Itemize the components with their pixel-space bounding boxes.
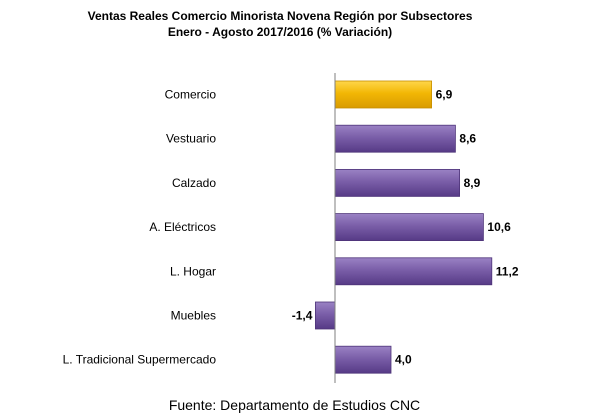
bar-calzado [334, 168, 460, 197]
data-label-calzado: 8,9 [464, 176, 481, 190]
source-note: Fuente: Departamento de Estudios CNC [168, 397, 421, 413]
data-label-muebles: -1,4 [292, 309, 313, 323]
category-label-l-hogar: L. Hogar [170, 264, 216, 278]
category-label-muebles: Muebles [171, 309, 216, 323]
data-label-l-tradicional-supermercado: 4,0 [395, 353, 412, 367]
bar-comercio [334, 80, 432, 109]
bars-layer: Comercio 6,9 Vestuario 8,6 Calzado 8,9 A. Eléc… [63, 80, 519, 374]
chart-subtitle: Enero - Agosto 2017/2016 (% Variación) [167, 25, 393, 39]
bar-l-hogar [334, 257, 493, 286]
category-label-comercio: Comercio [165, 88, 217, 102]
category-label-a-electricos: A. Eléctricos [149, 220, 216, 234]
category-label-l-tradicional-supermercado: L. Tradicional Supermercado [63, 353, 217, 367]
data-label-vestuario: 8,6 [459, 132, 476, 146]
chart-title: Ventas Reales Comercio Minorista Novena … [87, 9, 473, 23]
bar-a-electricos [334, 213, 484, 242]
category-label-vestuario: Vestuario [166, 132, 216, 146]
bar-muebles [314, 301, 336, 330]
data-label-comercio: 6,9 [436, 88, 453, 102]
data-label-a-electricos: 10,6 [487, 220, 511, 234]
category-label-calzado: Calzado [172, 176, 216, 190]
bar-vestuario [334, 124, 456, 153]
data-label-l-hogar: 11,2 [496, 264, 519, 278]
bar-l-tradicional-supermercado [334, 345, 392, 374]
